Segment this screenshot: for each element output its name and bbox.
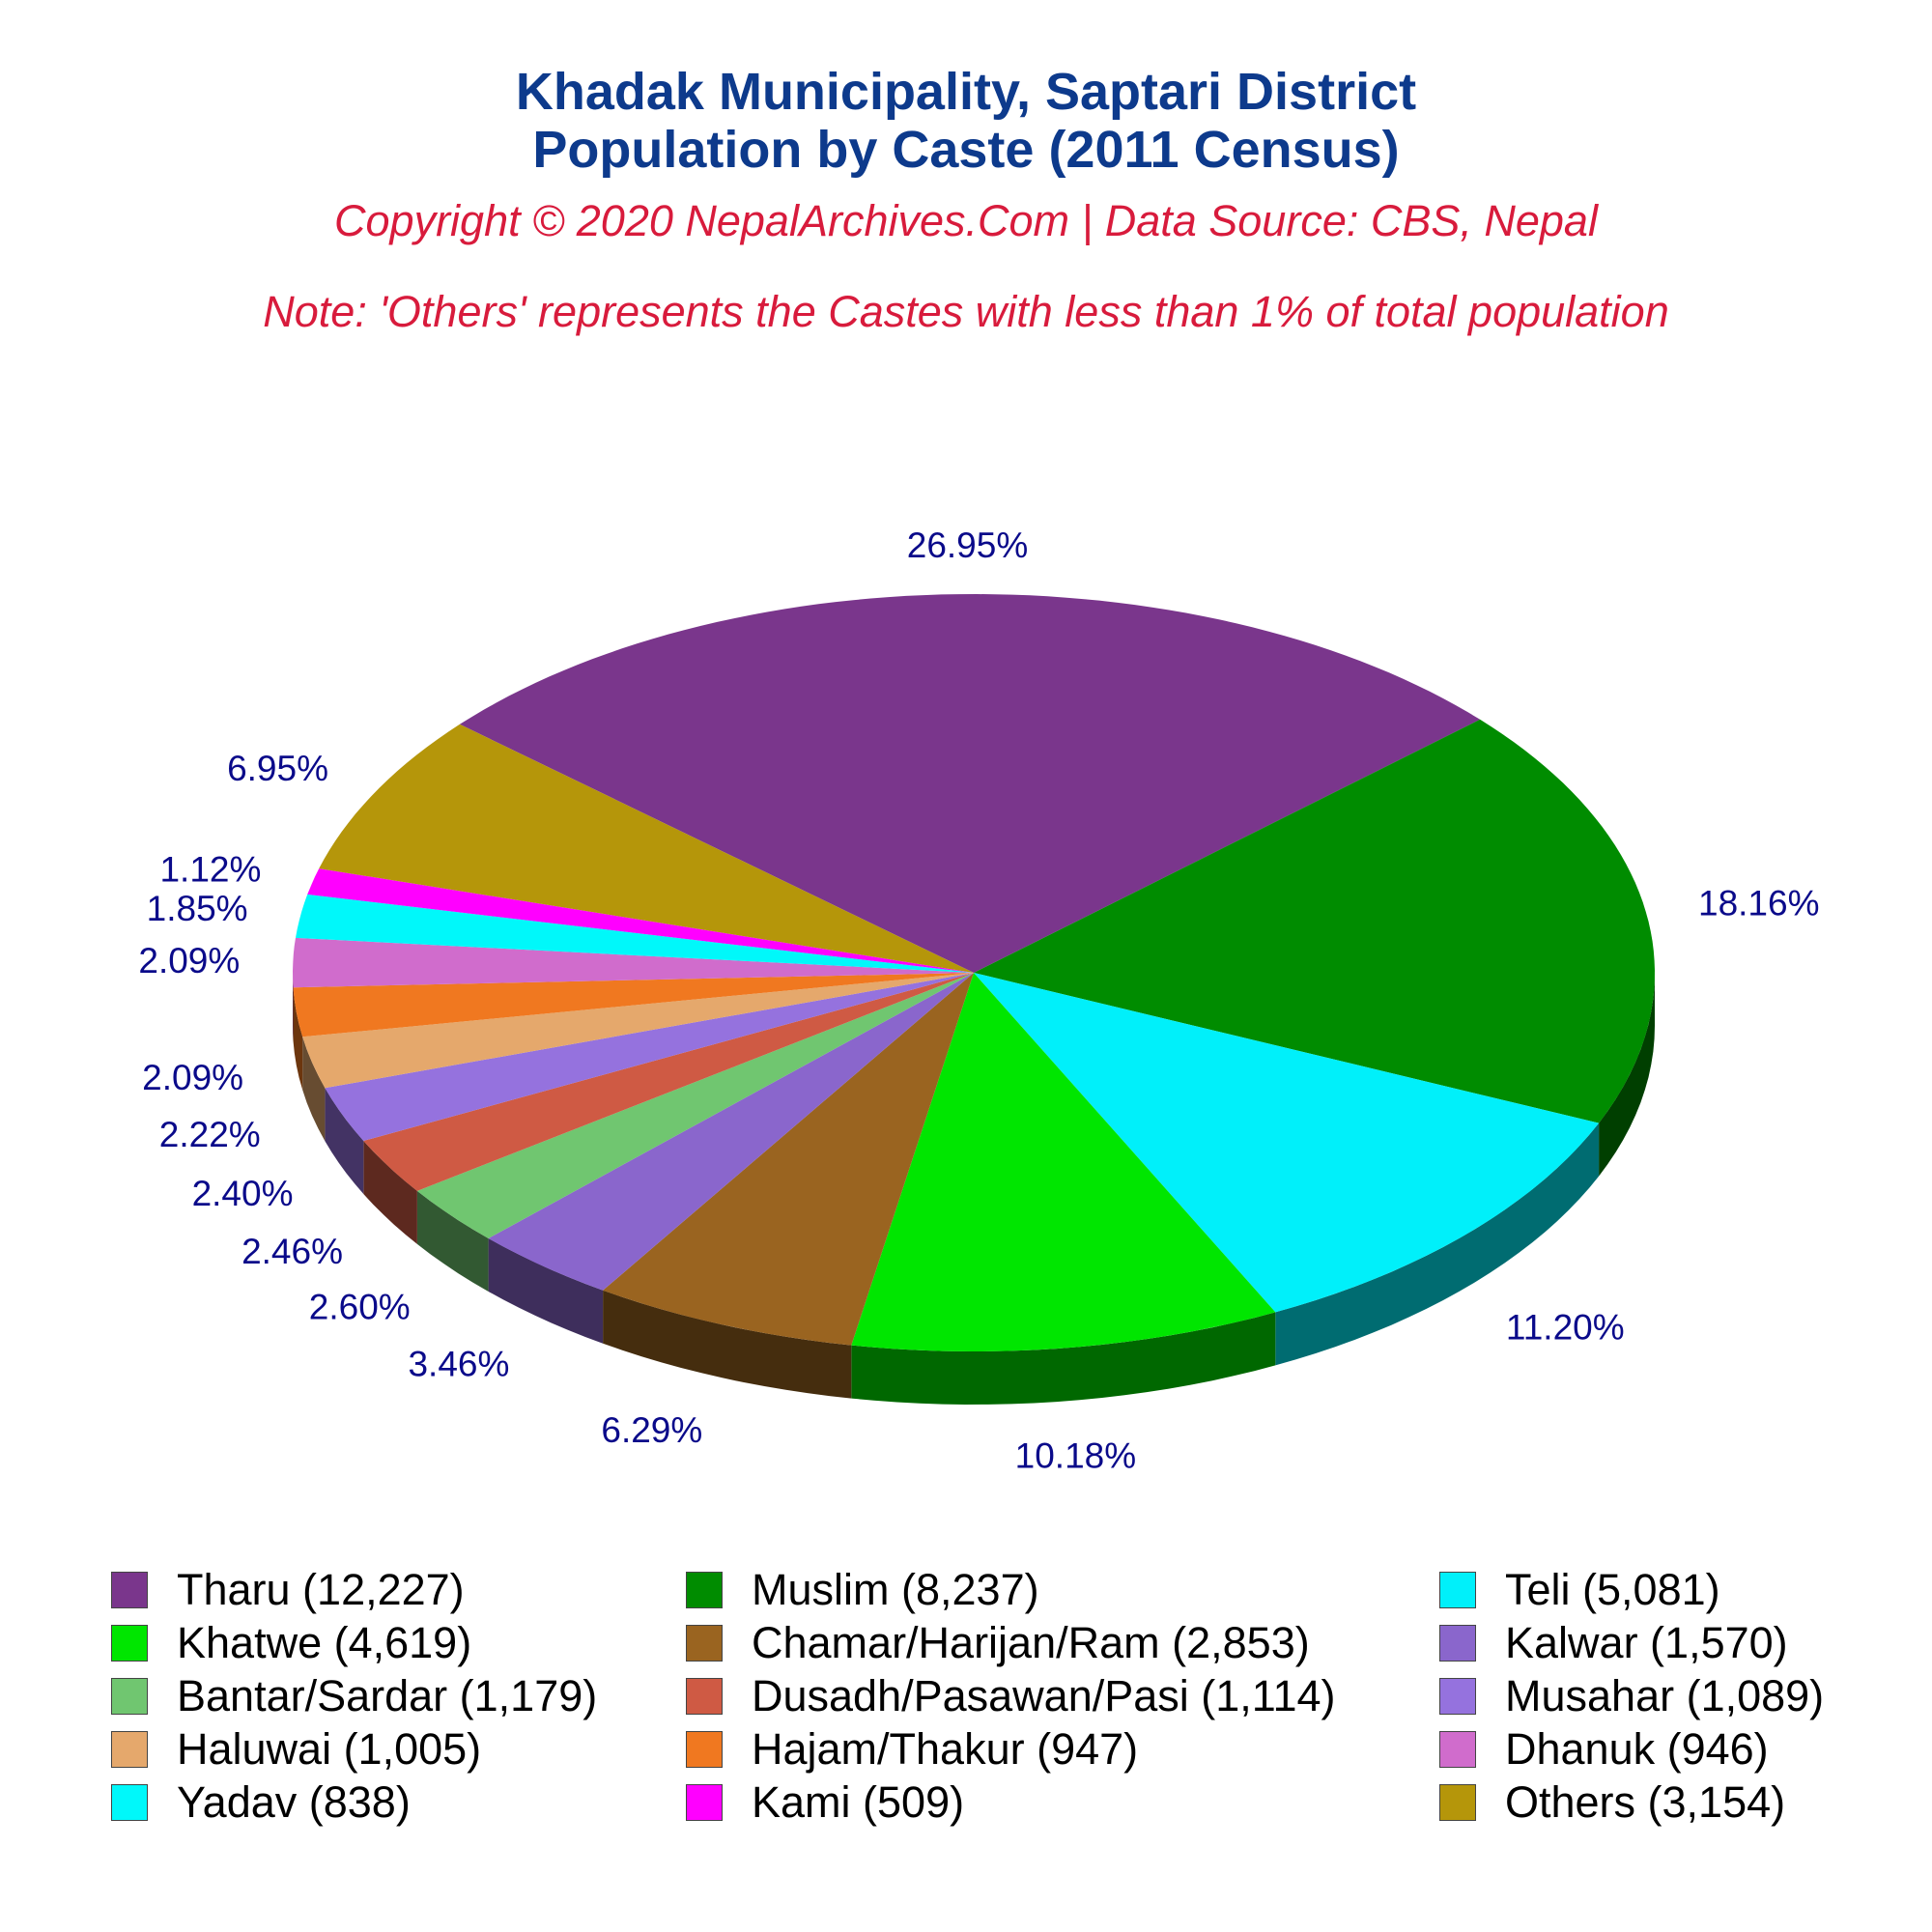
legend-swatch (111, 1678, 148, 1715)
pie-side-8 (325, 1088, 364, 1194)
legend-item-6: Bantar/Sardar (1,179) (111, 1671, 597, 1721)
legend-label: Bantar/Sardar (1,179) (177, 1671, 598, 1720)
pie-side-5 (488, 1238, 604, 1344)
pie-slice-10 (293, 973, 974, 1037)
pie-slice-5 (488, 973, 974, 1291)
pie-slice-8 (325, 973, 974, 1141)
legend-item-12: Yadav (838) (111, 1777, 411, 1828)
legend-swatch (686, 1625, 723, 1662)
pie-side-1 (1599, 973, 1655, 1177)
legend-item-1: Muslim (8,237) (686, 1565, 1039, 1615)
pie-side-6 (416, 1190, 489, 1292)
legend-item-11: Dhanuk (946) (1439, 1724, 1769, 1775)
pie-label-4: 6.29% (601, 1410, 702, 1450)
pie-label-9: 2.22% (159, 1115, 261, 1154)
pie-slice-14 (319, 724, 974, 973)
legend-item-4: Chamar/Harijan/Ram (2,853) (686, 1618, 1310, 1668)
legend-item-5: Kalwar (1,570) (1439, 1618, 1788, 1668)
pie-slice-1 (974, 719, 1655, 1123)
pie-labels: 26.95% 18.16% 11.20% 10.18% 6.29% 3.46% 2.60% 2… (138, 526, 1819, 1476)
pie-sides (293, 973, 1655, 1405)
pie-slice-11 (293, 937, 974, 988)
pie-side-10 (293, 987, 303, 1091)
legend-swatch (111, 1572, 148, 1608)
pie-side-9 (302, 1037, 326, 1142)
legend-label: Dhanuk (946) (1505, 1724, 1769, 1774)
legend-label: Dusadh/Pasawan/Pasi (1,114) (752, 1671, 1336, 1720)
pie-label-13: 1.12% (159, 849, 261, 889)
legend-label: Kami (509) (752, 1777, 965, 1827)
pie-slice-9 (302, 973, 974, 1089)
pie-side-2 (1275, 1122, 1600, 1366)
legend-label: Haluwai (1,005) (177, 1724, 482, 1774)
legend-item-9: Haluwai (1,005) (111, 1724, 481, 1775)
legend-label: Hajam/Thakur (947) (752, 1724, 1139, 1774)
legend-item-2: Teli (5,081) (1439, 1565, 1720, 1615)
pie-label-6: 2.60% (309, 1287, 411, 1326)
note-text: Note: 'Others' represents the Castes wit… (263, 287, 1669, 336)
pie-label-3: 10.18% (1015, 1436, 1137, 1476)
legend-label: Yadav (838) (177, 1777, 411, 1827)
legend-swatch (686, 1572, 723, 1608)
pie-label-0: 26.95% (907, 526, 1029, 565)
legend-swatch (1439, 1625, 1476, 1662)
pie-slice-4 (603, 973, 974, 1346)
legend-swatch (1439, 1678, 1476, 1715)
pie-label-14: 6.95% (227, 749, 328, 788)
pie-side-7 (363, 1141, 417, 1244)
chart-title-line1: Khadak Municipality, Saptari District (515, 63, 1417, 121)
legend-swatch (111, 1784, 148, 1821)
legend-swatch (1439, 1784, 1476, 1821)
pie-label-1: 18.16% (1698, 884, 1820, 923)
legend-label: Kalwar (1,570) (1505, 1618, 1788, 1667)
legend-swatch (1439, 1731, 1476, 1768)
legend-label: Chamar/Harijan/Ram (2,853) (752, 1618, 1310, 1667)
pie-side-3 (851, 1312, 1276, 1405)
pie-slice-12 (296, 894, 974, 973)
chart-title-line2: Population by Caste (2011 Census) (532, 121, 1400, 179)
pie-label-5: 3.46% (408, 1344, 509, 1383)
copyright-text: Copyright © 2020 NepalArchives.Com | Dat… (334, 196, 1598, 245)
legend-swatch (686, 1731, 723, 1768)
pie-label-2: 11.20% (1506, 1308, 1625, 1348)
legend-label: Muslim (8,237) (752, 1565, 1039, 1614)
pie-chart: 26.95% 18.16% 11.20% 10.18% 6.29% 3.46% 2.60% 2… (138, 526, 1819, 1476)
legend-item-13: Kami (509) (686, 1777, 964, 1828)
legend-swatch (686, 1678, 723, 1715)
legend-swatch (686, 1784, 723, 1821)
pie-side-11 (293, 973, 294, 1041)
pie-slice-0 (459, 594, 1481, 973)
pie-label-10: 2.09% (142, 1058, 243, 1097)
legend-label: Musahar (1,089) (1505, 1671, 1825, 1720)
legend-item-0: Tharu (12,227) (111, 1565, 465, 1615)
pie-slice-3 (851, 973, 1276, 1351)
legend-item-3: Khatwe (4,619) (111, 1618, 471, 1668)
legend-item-7: Dusadh/Pasawan/Pasi (1,114) (686, 1671, 1336, 1721)
pie-label-8: 2.40% (192, 1174, 294, 1213)
legend-label: Others (3,154) (1505, 1777, 1786, 1827)
legend-swatch (111, 1625, 148, 1662)
legend-swatch (1439, 1572, 1476, 1608)
legend-label: Teli (5,081) (1505, 1565, 1720, 1614)
pie-label-7: 2.46% (242, 1232, 343, 1271)
pie-slice-6 (416, 973, 974, 1238)
legend-item-8: Musahar (1,089) (1439, 1671, 1824, 1721)
pie-slice-2 (974, 973, 1600, 1313)
pie-label-11: 2.09% (138, 941, 240, 980)
legend-item-10: Hajam/Thakur (947) (686, 1724, 1138, 1775)
pie-label-12: 1.85% (147, 889, 248, 928)
pie-slices (293, 594, 1655, 1351)
legend-label: Khatwe (4,619) (177, 1618, 472, 1667)
pie-slice-7 (363, 973, 974, 1191)
legend-item-14: Others (3,154) (1439, 1777, 1785, 1828)
pie-side-4 (603, 1290, 852, 1399)
pie-slice-13 (307, 868, 974, 973)
legend-swatch (111, 1731, 148, 1768)
legend-label: Tharu (12,227) (177, 1565, 465, 1614)
